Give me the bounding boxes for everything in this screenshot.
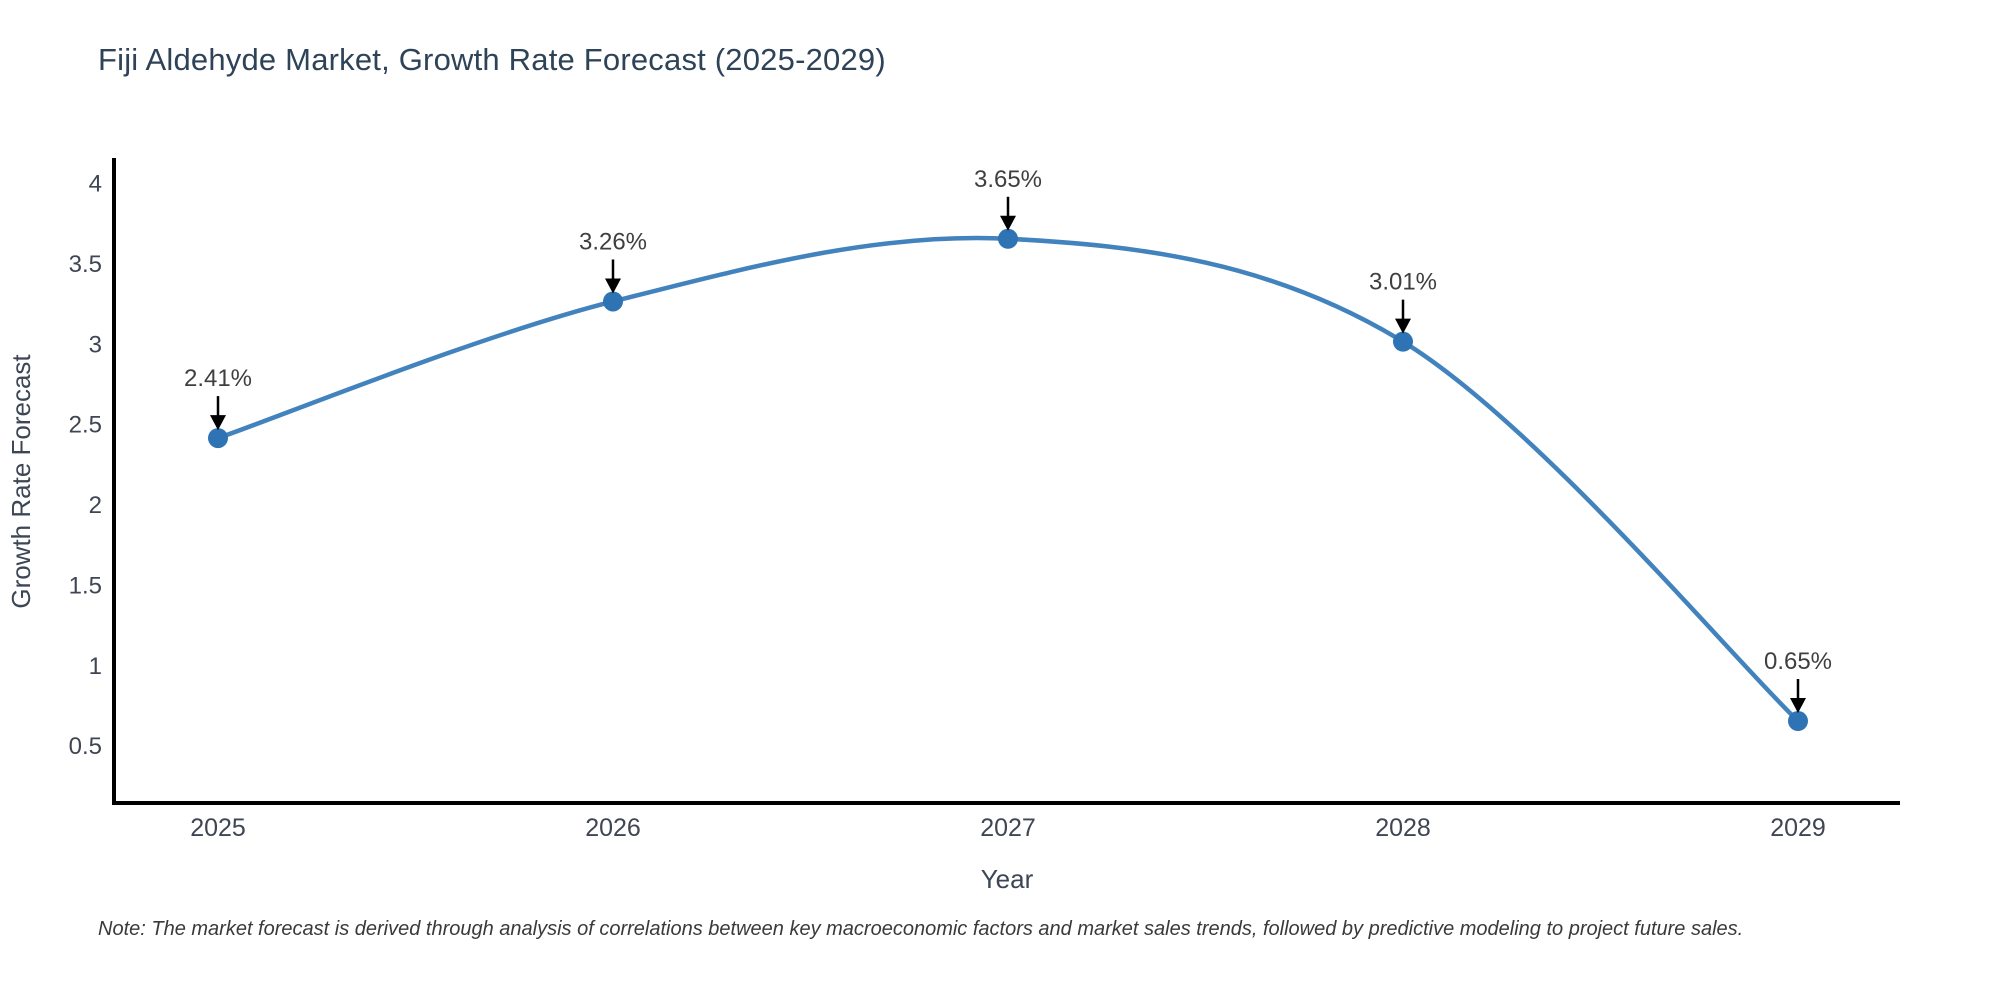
data-point-2025 [208, 428, 228, 449]
data-point-2027 [998, 228, 1018, 249]
data-point-2029 [1788, 711, 1808, 732]
y-tick-label: 1.5 [69, 572, 102, 599]
x-tick-label: 2025 [190, 814, 246, 842]
x-tick-label: 2027 [980, 814, 1036, 842]
x-tick-label: 2026 [585, 814, 641, 842]
annotation-arrow-head [1395, 318, 1411, 334]
y-tick-label: 4 [89, 171, 102, 198]
y-tick-label: 3.5 [69, 251, 102, 278]
y-axis-title: Growth Rate Forecast [6, 354, 36, 609]
y-tick-label: 2 [89, 492, 102, 519]
chart-title: Fiji Aldehyde Market, Growth Rate Foreca… [98, 42, 886, 77]
x-axis-title: Year [981, 864, 1034, 894]
x-tick-label: 2028 [1375, 814, 1431, 842]
annotation-label-2025: 2.41% [184, 365, 252, 392]
annotation-label-2027: 3.65% [974, 166, 1042, 193]
footnote: Note: The market forecast is derived thr… [98, 918, 1744, 940]
y-tick-label: 3 [89, 331, 102, 358]
data-point-2026 [603, 291, 623, 312]
annotation-arrow-head [210, 415, 226, 431]
data-point-2028 [1393, 331, 1413, 352]
annotation-arrow-head [1790, 698, 1806, 714]
annotation-arrow-head [1000, 215, 1016, 231]
forecast-series-line [215, 235, 1801, 724]
annotation-arrow-head [605, 278, 621, 294]
annotation-label-2026: 3.26% [579, 228, 647, 255]
annotation-label-2029: 0.65% [1764, 648, 1832, 675]
y-tick-label: 1 [89, 653, 102, 680]
annotation-label-2028: 3.01% [1369, 269, 1437, 296]
y-tick-label: 0.5 [69, 733, 102, 760]
y-tick-label: 2.5 [69, 412, 102, 439]
x-tick-label: 2029 [1770, 814, 1826, 842]
